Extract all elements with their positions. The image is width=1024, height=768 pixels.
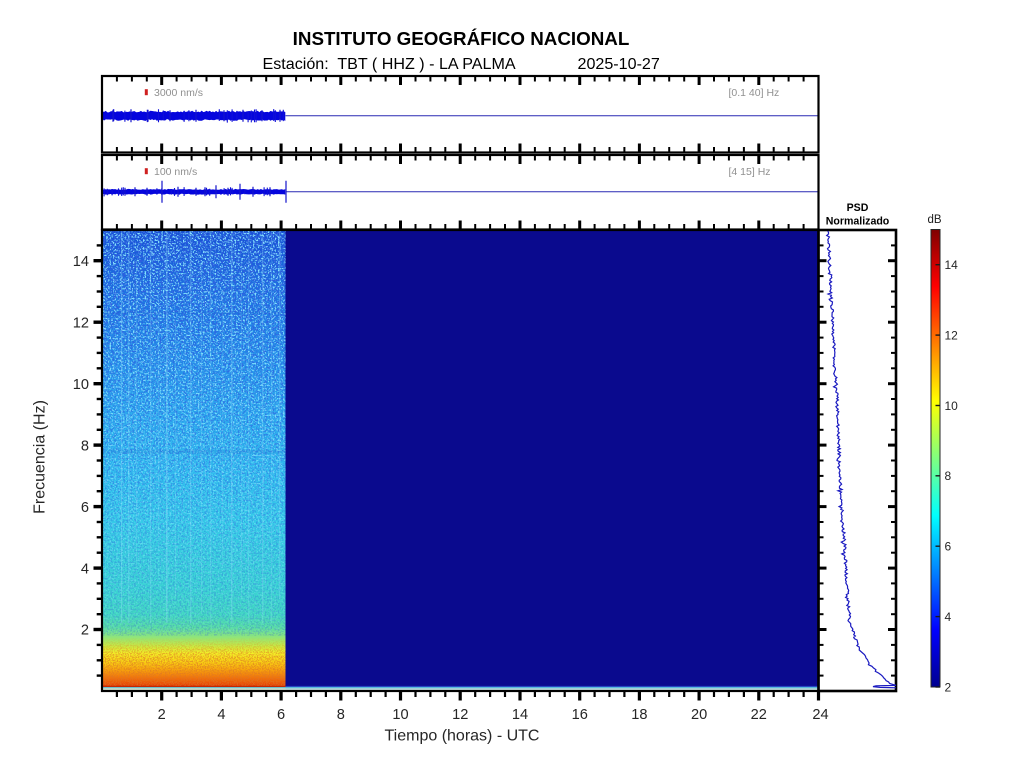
svg-text:18: 18 xyxy=(631,707,647,723)
svg-text:PSD: PSD xyxy=(847,202,869,214)
svg-text:16: 16 xyxy=(572,707,588,723)
svg-text:100 nm/s: 100 nm/s xyxy=(154,166,197,178)
svg-text:8: 8 xyxy=(337,707,345,723)
svg-text:2025-10-27: 2025-10-27 xyxy=(578,55,660,73)
svg-text:[0.1 40] Hz: [0.1 40] Hz xyxy=(729,87,780,99)
svg-text:Tiempo (horas) - UTC: Tiempo (horas) - UTC xyxy=(385,728,540,745)
svg-text:Frecuencia (Hz): Frecuencia (Hz) xyxy=(32,400,49,514)
svg-text:[4 15] Hz: [4 15] Hz xyxy=(729,166,771,178)
svg-text:4: 4 xyxy=(217,707,225,723)
svg-text:Normalizado: Normalizado xyxy=(826,216,890,228)
svg-text:2: 2 xyxy=(81,623,89,639)
svg-text:10: 10 xyxy=(392,707,408,723)
svg-text:3000 nm/s: 3000 nm/s xyxy=(154,87,203,99)
svg-text:4: 4 xyxy=(945,610,952,624)
svg-text:6: 6 xyxy=(945,540,952,554)
svg-text:14: 14 xyxy=(73,254,89,270)
svg-text:10: 10 xyxy=(945,399,959,413)
svg-text:12: 12 xyxy=(73,315,89,331)
svg-text:2: 2 xyxy=(158,707,166,723)
svg-text:12: 12 xyxy=(452,707,468,723)
svg-text:6: 6 xyxy=(81,500,89,516)
svg-text:dB: dB xyxy=(927,214,941,226)
svg-text:14: 14 xyxy=(945,258,959,272)
svg-text:22: 22 xyxy=(751,707,767,723)
svg-text:12: 12 xyxy=(945,328,959,342)
svg-text:24: 24 xyxy=(812,707,828,723)
svg-text:2: 2 xyxy=(945,680,952,694)
svg-text:14: 14 xyxy=(512,707,528,723)
svg-text:INSTITUTO GEOGRÁFICO NACIONAL: INSTITUTO GEOGRÁFICO NACIONAL xyxy=(293,28,630,49)
svg-text:4: 4 xyxy=(81,561,89,577)
svg-text:Estación: TBT ( HHZ ) - LA PA: Estación: TBT ( HHZ ) - LA PALMA xyxy=(263,55,516,73)
svg-text:8: 8 xyxy=(945,469,952,483)
svg-text:20: 20 xyxy=(691,707,707,723)
svg-text:10: 10 xyxy=(73,377,89,393)
svg-text:8: 8 xyxy=(81,438,89,454)
svg-text:6: 6 xyxy=(277,707,285,723)
